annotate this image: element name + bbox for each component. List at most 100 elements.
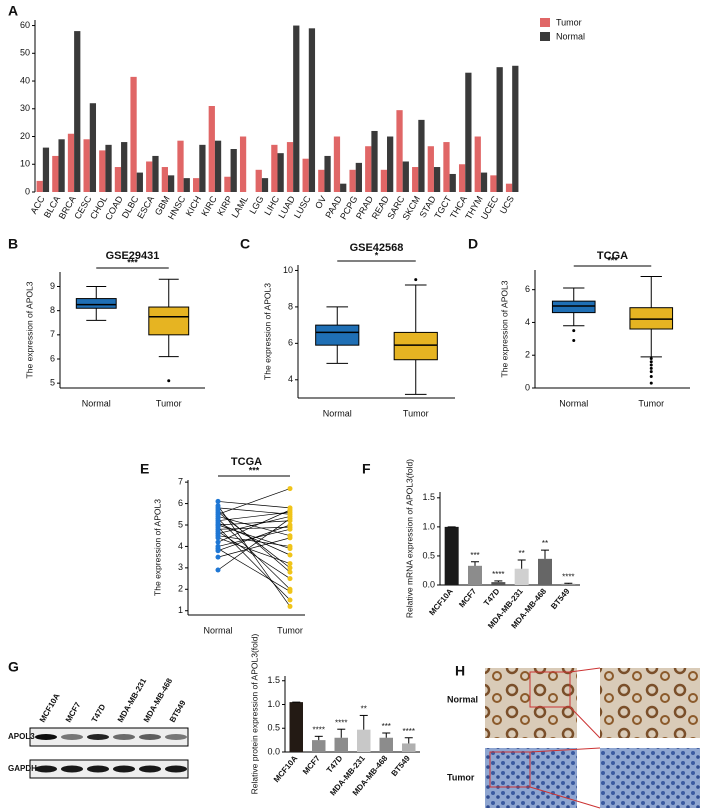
bar xyxy=(58,139,65,192)
zoom-line xyxy=(569,706,601,739)
point xyxy=(287,552,293,558)
y-tick-label: 10 xyxy=(283,265,293,275)
bar xyxy=(152,155,159,192)
pair-line xyxy=(217,501,291,509)
outlier xyxy=(649,366,653,370)
legend-label: Tumor xyxy=(556,17,582,27)
pair-line xyxy=(217,507,291,515)
x-tick-label: MCF7 xyxy=(457,586,478,609)
x-tick-label: Normal xyxy=(82,398,111,408)
pair-line xyxy=(217,505,291,607)
pair-line xyxy=(217,524,291,549)
bar xyxy=(427,146,434,192)
point xyxy=(287,522,293,528)
point xyxy=(287,486,293,492)
point xyxy=(215,554,221,560)
point xyxy=(215,548,221,554)
bar xyxy=(418,119,425,192)
legend-label: Normal xyxy=(556,31,585,41)
significance: * xyxy=(375,250,379,260)
panel-letter: F xyxy=(362,461,371,477)
point xyxy=(287,535,293,541)
bar xyxy=(74,31,81,193)
band xyxy=(87,734,109,740)
x-tick-label: Normal xyxy=(559,398,588,408)
bar xyxy=(302,158,309,192)
y-tick-label: 1 xyxy=(178,605,183,615)
outlier xyxy=(649,360,653,364)
bar xyxy=(505,183,513,192)
y-tick-label: 0 xyxy=(525,382,530,392)
bar xyxy=(255,169,262,192)
pair-line xyxy=(217,522,291,556)
y-tick-label: 40 xyxy=(20,75,30,85)
y-tick-label: 6 xyxy=(525,284,530,294)
point xyxy=(287,526,293,532)
point xyxy=(287,565,293,571)
x-tick-label: MCF7 xyxy=(301,753,322,776)
panel-letter: C xyxy=(240,236,250,252)
pair-line xyxy=(217,509,291,543)
pair-line xyxy=(217,516,291,534)
point xyxy=(287,569,293,575)
zoom-line xyxy=(529,786,601,809)
bar xyxy=(333,136,341,192)
y-tick-label: 7 xyxy=(50,329,55,339)
panel-letter: E xyxy=(140,461,149,477)
outlier xyxy=(649,370,653,374)
band xyxy=(113,734,135,740)
significance: **** xyxy=(335,718,347,727)
significance: *** xyxy=(470,551,479,560)
y-tick-label: 8 xyxy=(288,301,293,311)
y-tick-label: 2 xyxy=(178,584,183,594)
bar xyxy=(387,136,394,192)
ihc-image xyxy=(485,668,577,738)
bar xyxy=(458,164,466,192)
y-tick-label: 0 xyxy=(25,186,30,196)
significance: *** xyxy=(249,465,260,475)
band xyxy=(35,734,57,740)
chart-title: GSE29431 xyxy=(106,250,160,262)
ihc-image xyxy=(600,668,700,738)
y-tick-label: 6 xyxy=(288,338,293,348)
band xyxy=(165,765,187,773)
point xyxy=(287,546,293,552)
bar xyxy=(89,103,97,192)
zoom-line xyxy=(569,667,601,673)
band xyxy=(113,765,135,773)
point xyxy=(287,588,293,594)
x-tick-label: MCF10A xyxy=(272,754,300,784)
bar xyxy=(474,136,481,192)
x-tick-label: Normal xyxy=(203,625,232,635)
band xyxy=(61,734,83,740)
bar xyxy=(230,149,237,192)
pair-line xyxy=(217,548,291,592)
bar xyxy=(239,136,247,192)
row-label: GAPDH xyxy=(8,764,37,773)
bar xyxy=(114,167,122,192)
panel-letter: B xyxy=(8,236,18,252)
bar xyxy=(538,558,552,585)
lane-label: MCF10A xyxy=(38,692,62,724)
pair-line xyxy=(217,520,291,526)
y-tick-label: 6 xyxy=(50,353,55,363)
y-tick-label: 1.0 xyxy=(422,521,435,531)
lane-label: MCF7 xyxy=(64,700,83,724)
x-tick-label: UCS xyxy=(498,194,516,215)
y-axis-label: Relative protein expression of APOL3(fol… xyxy=(249,634,259,795)
band xyxy=(139,765,161,773)
y-tick-label: 4 xyxy=(178,541,183,551)
outlier xyxy=(414,278,418,282)
bar xyxy=(334,737,348,752)
bar xyxy=(433,167,441,192)
bar xyxy=(83,139,90,192)
bar xyxy=(193,178,200,192)
pair-line xyxy=(217,511,291,569)
y-tick-label: 4 xyxy=(288,374,293,384)
point xyxy=(215,498,221,504)
bar xyxy=(396,110,403,192)
y-tick-label: 4 xyxy=(525,317,530,327)
y-tick-label: 0.0 xyxy=(267,746,280,756)
significance: **** xyxy=(313,725,325,734)
box xyxy=(75,298,117,309)
